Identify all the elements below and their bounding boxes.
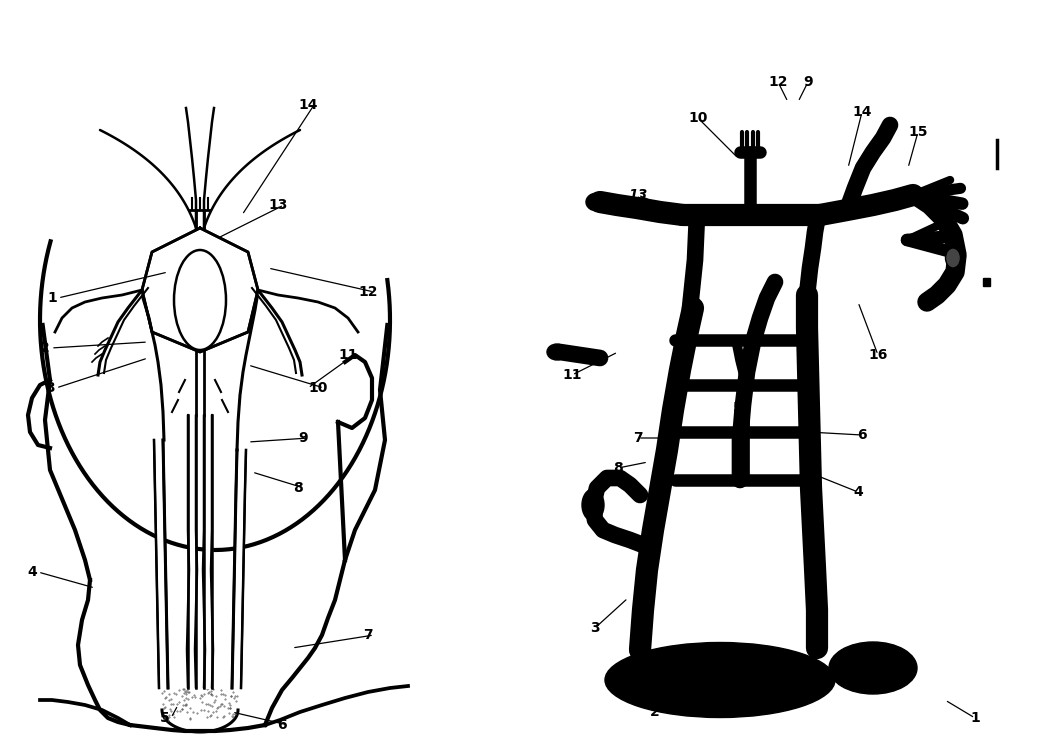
Text: 7: 7: [633, 431, 643, 445]
Ellipse shape: [174, 250, 226, 350]
Text: 6: 6: [857, 428, 867, 442]
Polygon shape: [233, 450, 246, 688]
Text: 5: 5: [160, 711, 170, 725]
Polygon shape: [154, 440, 168, 688]
Text: 7: 7: [363, 628, 373, 642]
Ellipse shape: [547, 344, 567, 360]
Text: 12: 12: [358, 285, 378, 299]
Ellipse shape: [829, 642, 917, 694]
Text: 3: 3: [46, 381, 55, 395]
Text: 3: 3: [591, 621, 600, 635]
Text: 10: 10: [688, 111, 708, 125]
Text: 11: 11: [563, 368, 581, 382]
Text: 4: 4: [853, 485, 863, 499]
Text: 2: 2: [650, 705, 660, 719]
Text: 13: 13: [628, 188, 648, 202]
Text: 2: 2: [40, 341, 50, 355]
Text: 8: 8: [613, 461, 623, 475]
Text: 4: 4: [27, 565, 37, 579]
Text: 8: 8: [293, 481, 303, 495]
Text: 11: 11: [338, 348, 358, 362]
Text: 6: 6: [277, 718, 286, 732]
Text: 14: 14: [298, 98, 318, 112]
Ellipse shape: [605, 642, 835, 718]
Polygon shape: [188, 415, 196, 688]
Text: 5: 5: [733, 401, 743, 415]
Ellipse shape: [946, 248, 960, 268]
Text: 9: 9: [298, 431, 308, 445]
Ellipse shape: [586, 193, 608, 211]
Text: 1: 1: [971, 711, 980, 725]
Text: 12: 12: [768, 75, 788, 89]
Text: 15: 15: [908, 125, 928, 139]
Text: 16: 16: [869, 348, 887, 362]
Text: 1: 1: [47, 291, 57, 305]
Polygon shape: [142, 228, 258, 352]
Text: 9: 9: [803, 75, 813, 89]
Ellipse shape: [582, 489, 604, 521]
Text: 14: 14: [852, 105, 872, 119]
Text: 10: 10: [308, 381, 328, 395]
Polygon shape: [983, 278, 990, 286]
Polygon shape: [204, 415, 212, 688]
Text: 13: 13: [268, 198, 288, 212]
